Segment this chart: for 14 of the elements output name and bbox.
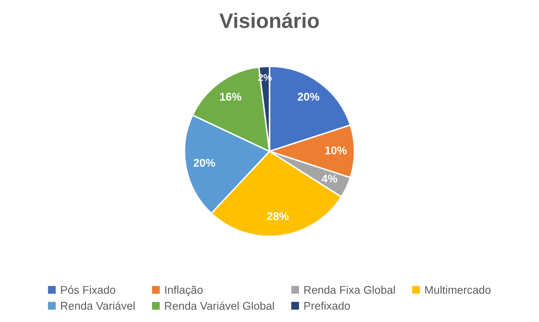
- legend-label: Renda Variável Global: [165, 302, 274, 310]
- data-label: 28%: [267, 212, 289, 220]
- data-label: 10%: [325, 146, 347, 154]
- chart-title: Visionário: [219, 12, 319, 28]
- legend-label: Prefixado: [304, 302, 350, 310]
- data-label: 16%: [220, 92, 242, 101]
- legend-label: Renda Fixa Global: [304, 286, 395, 294]
- legend-label: Inflação: [165, 286, 203, 296]
- legend-label: Multimercado: [425, 286, 491, 294]
- legend-label: Renda Variável: [61, 301, 135, 310]
- legend-label: Pós Fixado: [61, 286, 116, 294]
- data-label: 4%: [322, 174, 338, 183]
- data-label: 20%: [194, 158, 216, 167]
- data-label: 20%: [298, 92, 320, 101]
